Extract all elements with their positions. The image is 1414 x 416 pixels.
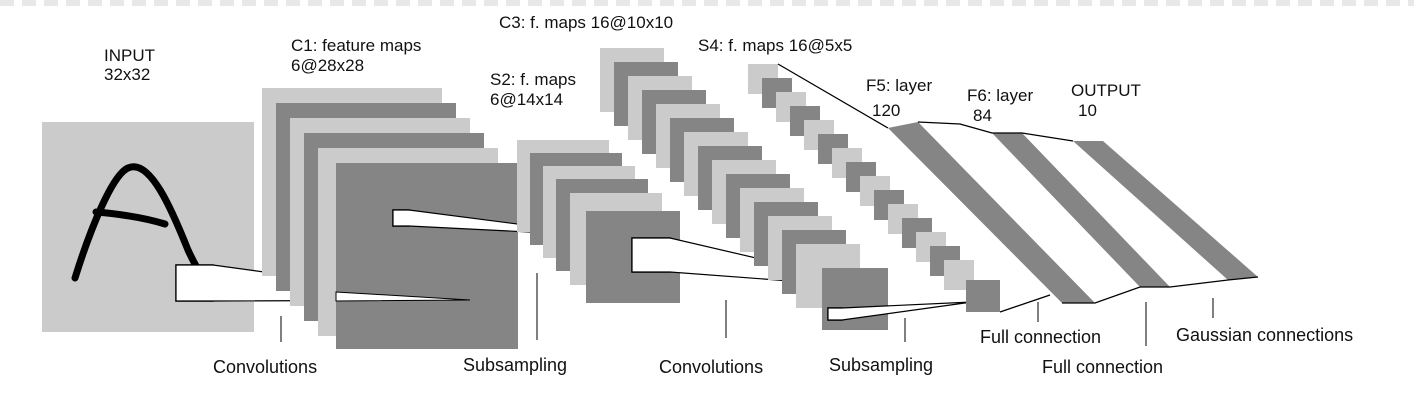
f6-label: F6: layer [967,86,1033,105]
output-layer-band [1073,141,1258,280]
op-full1-label: Full connection [980,327,1101,347]
c1-size-label: 6@28x28 [291,56,364,75]
fan-line-top [777,63,889,129]
f5-f6-top-connection [917,121,1074,142]
s4-feature-maps [748,64,1000,312]
c3-feature-maps [600,48,888,330]
f5-f6-bottom-connection [1062,276,1259,304]
f6-layer-band [992,133,1170,287]
f5-label: F5: layer [866,76,932,95]
f5-size-label: 120 [872,101,900,120]
conv1-projection-overlap [335,291,471,302]
s4-label: S4: f. maps 16@5x5 [698,36,852,55]
f6-size-label: 84 [973,106,992,125]
sub2-projection [827,301,973,321]
op-sub1-label: Subsampling [463,355,567,375]
op-full2-label: Full connection [1042,357,1163,377]
f5-layer-band [888,122,1095,303]
band-connections [917,121,1259,304]
c1-map-6 [336,163,518,349]
input-size-label: 32x32 [104,65,150,84]
s2-label: S2: f. maps [490,70,576,89]
s4-to-f5-lines [777,63,1051,313]
fully-connected-layers [888,122,1258,303]
op-conv2-label: Convolutions [659,357,763,377]
op-gauss-label: Gaussian connections [1176,325,1353,345]
c3-label: C3: f. maps 16@10x10 [499,13,673,32]
c1-label: C1: feature maps [291,36,421,55]
output-size-label: 10 [1078,101,1097,120]
fan-line-bottom [999,294,1051,313]
c1-feature-maps [262,88,518,349]
op-conv1-label: Convolutions [213,357,317,377]
output-label: OUTPUT [1071,81,1141,100]
input-label: INPUT [104,46,155,65]
s2-size-label: 6@14x14 [490,90,563,109]
s2-feature-maps [517,140,680,303]
s4-map-16 [966,280,1000,312]
op-sub2-label: Subsampling [829,355,933,375]
operation-ticks [280,273,1214,346]
